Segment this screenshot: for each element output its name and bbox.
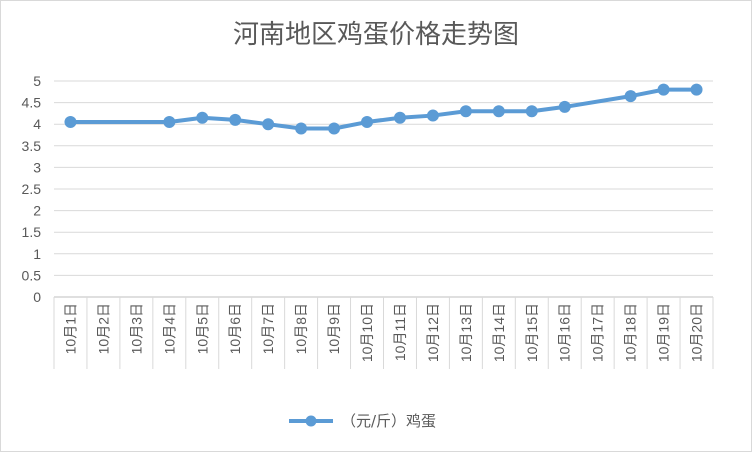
x-tick-label: 10月13日 bbox=[458, 303, 474, 362]
x-tick-label: 10月10日 bbox=[359, 303, 375, 362]
x-tick-label: 10月16日 bbox=[557, 303, 573, 362]
x-tick-label: 10月11日 bbox=[392, 303, 408, 361]
legend-marker bbox=[305, 415, 317, 427]
x-tick-label: 10月4日 bbox=[161, 303, 177, 354]
y-tick-label: 3.5 bbox=[22, 138, 42, 154]
y-tick-label: 2 bbox=[33, 203, 41, 219]
y-tick-label: 0.5 bbox=[22, 267, 42, 283]
x-tick-label: 10月3日 bbox=[128, 303, 144, 354]
data-point bbox=[426, 109, 439, 122]
data-point bbox=[262, 118, 275, 131]
data-point bbox=[163, 116, 176, 129]
x-tick-label: 10月7日 bbox=[260, 303, 276, 354]
data-point bbox=[64, 116, 77, 129]
x-tick-label: 10月14日 bbox=[491, 303, 507, 362]
x-tick-label: 10月8日 bbox=[293, 303, 309, 354]
data-point bbox=[459, 105, 472, 118]
x-tick-label: 10月17日 bbox=[590, 303, 606, 362]
y-tick-label: 5 bbox=[33, 73, 41, 89]
x-tick-label: 10月19日 bbox=[656, 303, 672, 362]
x-tick-label: 10月5日 bbox=[194, 303, 210, 354]
y-axis: 0 0.5 1 1.5 2 2.5 3 3.5 4 4.5 5 bbox=[22, 73, 42, 305]
y-tick-label: 4 bbox=[33, 116, 41, 132]
y-tick-label: 1 bbox=[33, 246, 41, 262]
data-point bbox=[558, 100, 571, 113]
data-point bbox=[361, 116, 374, 129]
x-tick-label: 10月20日 bbox=[689, 303, 705, 362]
data-point bbox=[295, 122, 308, 135]
x-tick-label: 10月9日 bbox=[326, 303, 342, 354]
data-point bbox=[690, 83, 703, 96]
y-tick-label: 2.5 bbox=[22, 181, 42, 197]
data-point bbox=[229, 113, 242, 126]
y-tick-label: 0 bbox=[33, 289, 41, 305]
data-series bbox=[64, 83, 703, 135]
legend-label: （元/斤）鸡蛋 bbox=[341, 412, 436, 430]
y-tick-label: 1.5 bbox=[22, 224, 42, 240]
y-tick-label: 4.5 bbox=[22, 95, 42, 111]
x-tick-label: 10月2日 bbox=[95, 303, 111, 354]
x-tick-label: 10月15日 bbox=[524, 303, 540, 362]
data-point bbox=[525, 105, 538, 118]
chart-title: 河南地区鸡蛋价格走势图 bbox=[233, 20, 519, 50]
x-tick-label: 10月18日 bbox=[623, 303, 639, 362]
x-tick-label: 10月6日 bbox=[227, 303, 243, 354]
data-point bbox=[492, 105, 505, 118]
data-point bbox=[328, 122, 341, 135]
legend: （元/斤）鸡蛋 bbox=[289, 412, 436, 430]
y-tick-label: 3 bbox=[33, 159, 41, 175]
x-axis: 10月1日 10月2日 10月3日 10月4日 10月5日 10月6日 10月7日 10月8日… bbox=[53, 297, 714, 369]
gridlines bbox=[54, 80, 713, 298]
data-point bbox=[393, 111, 406, 124]
data-point bbox=[657, 83, 670, 96]
x-tick-label: 10月12日 bbox=[425, 303, 441, 362]
x-tick-label: 10月1日 bbox=[62, 303, 78, 354]
data-point bbox=[624, 90, 637, 103]
data-point bbox=[196, 111, 209, 124]
